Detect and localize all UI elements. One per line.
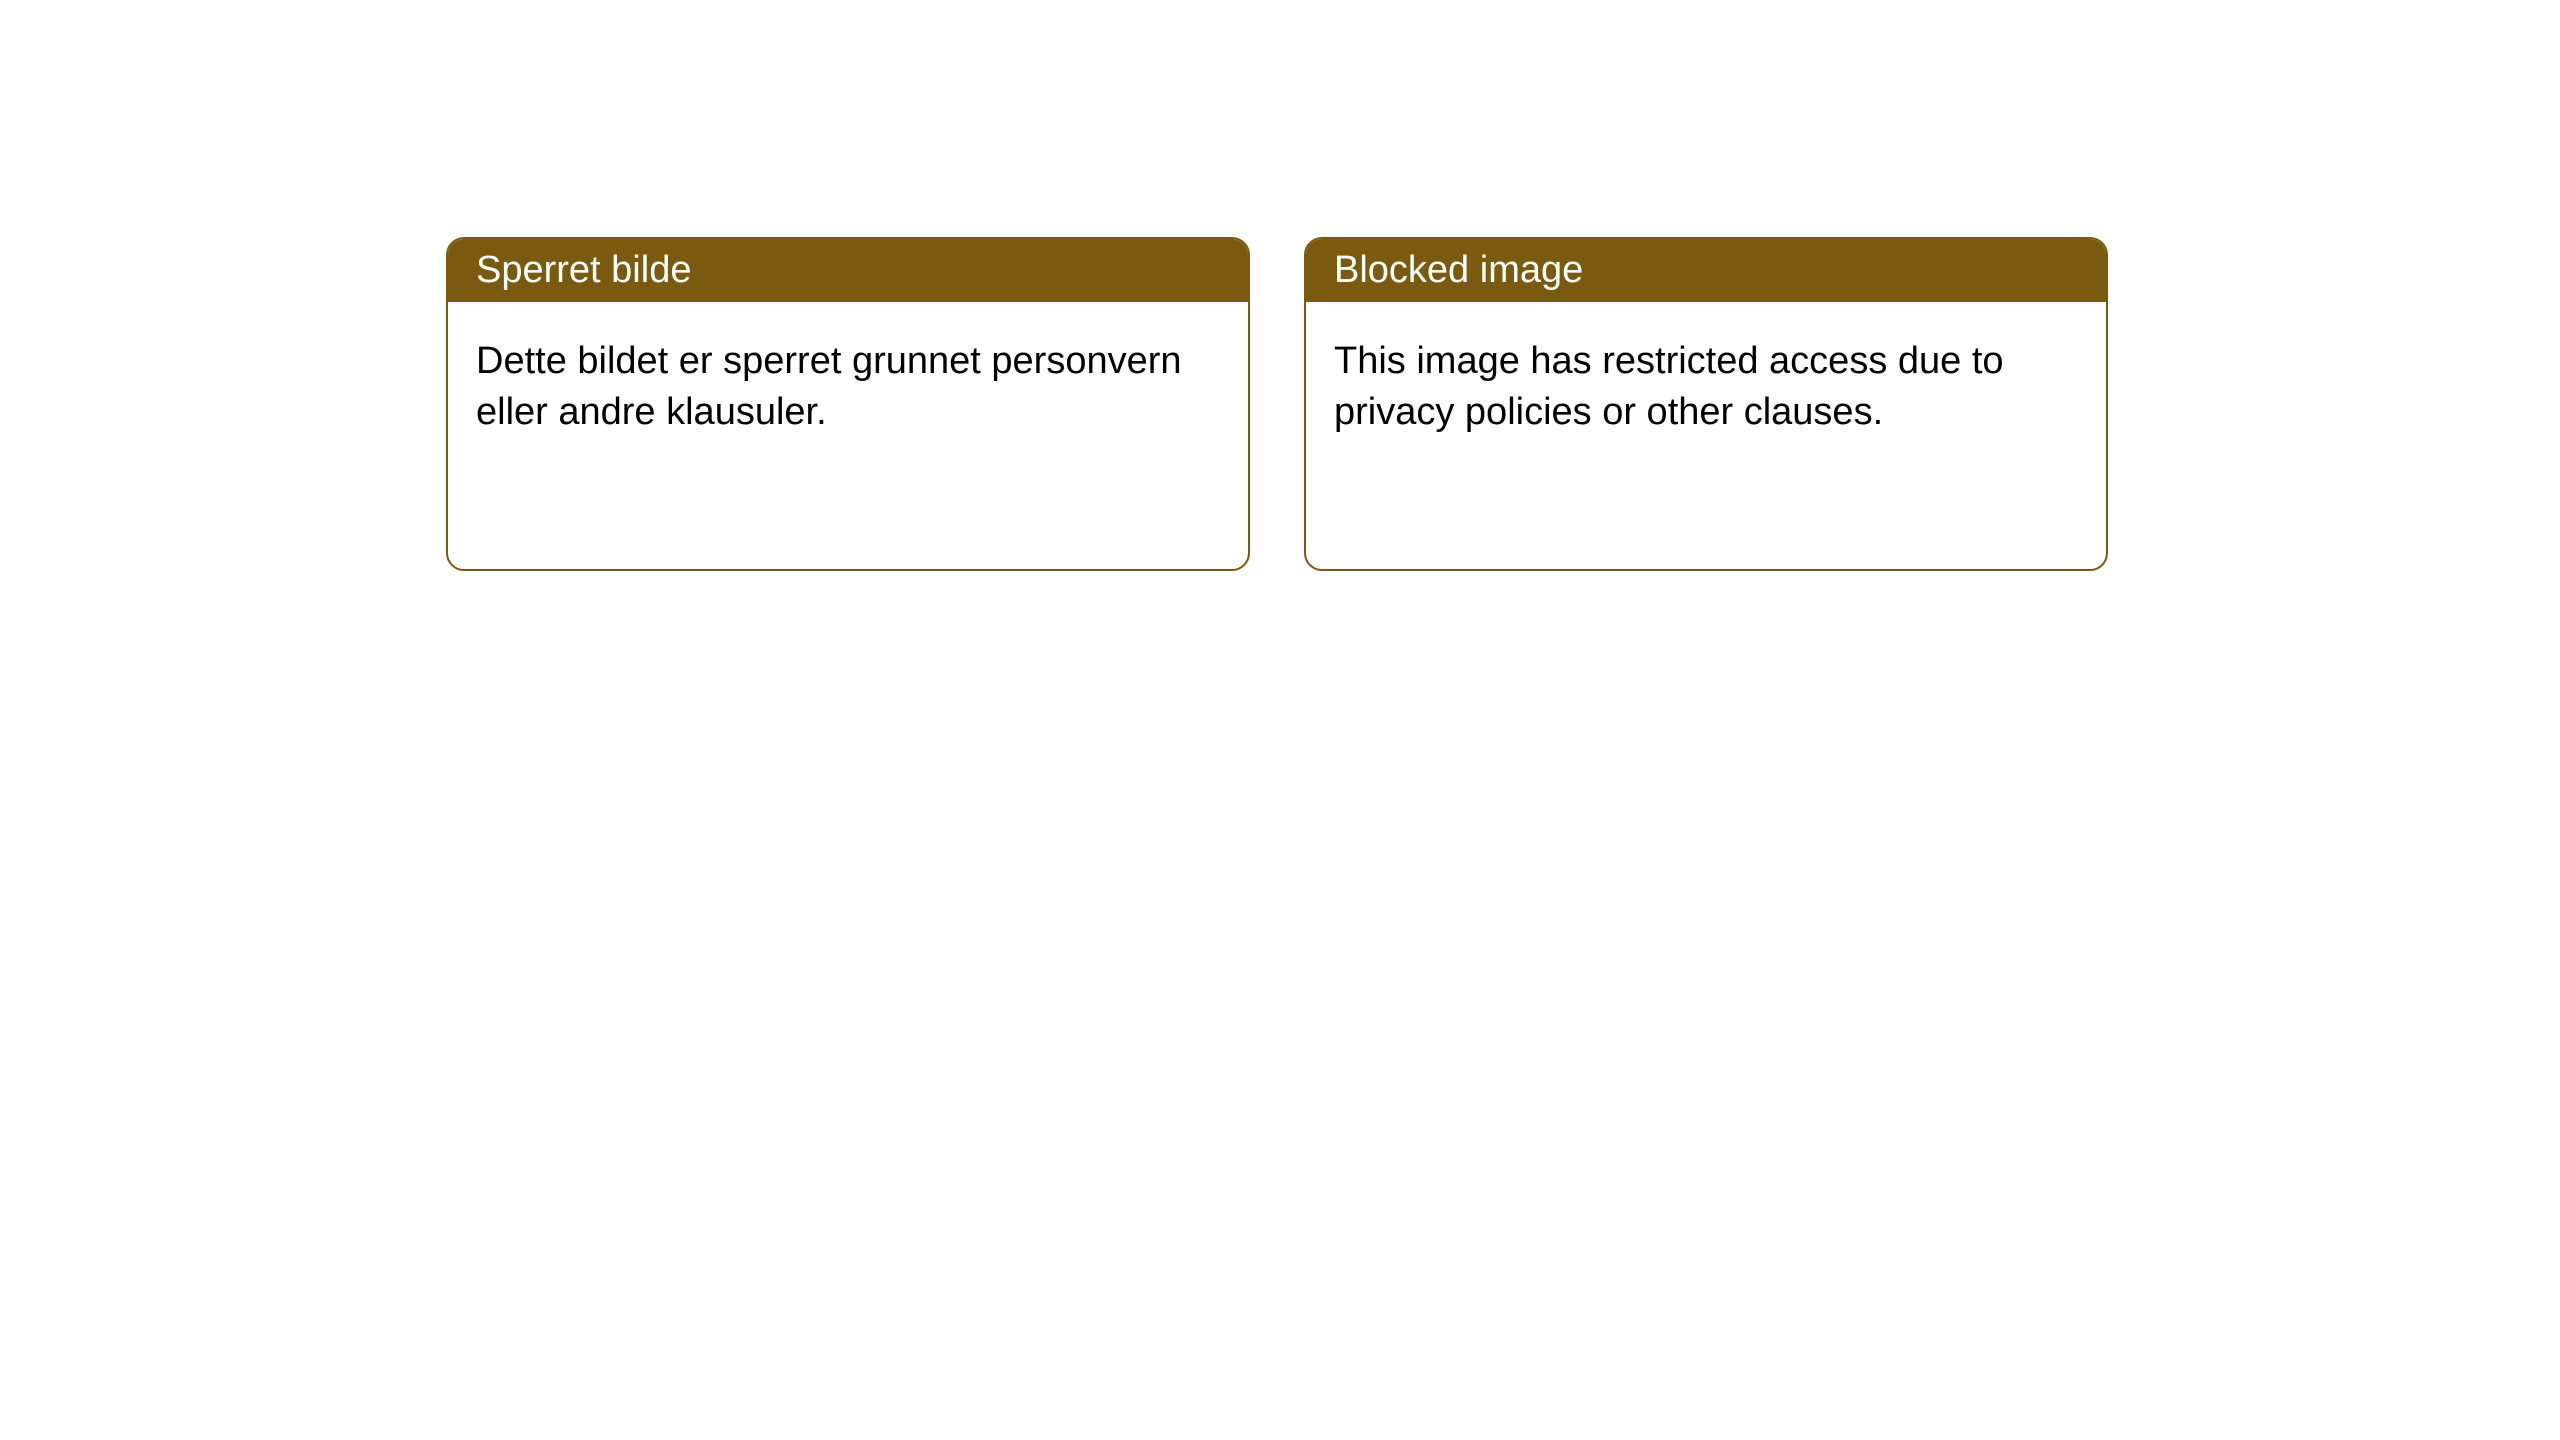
notice-body-norwegian: Dette bildet er sperret grunnet personve… — [448, 302, 1248, 473]
notice-title-english: Blocked image — [1306, 239, 2106, 302]
notice-container: Sperret bilde Dette bildet er sperret gr… — [0, 0, 2560, 571]
notice-card-norwegian: Sperret bilde Dette bildet er sperret gr… — [446, 237, 1250, 571]
notice-body-english: This image has restricted access due to … — [1306, 302, 2106, 473]
notice-card-english: Blocked image This image has restricted … — [1304, 237, 2108, 571]
notice-title-norwegian: Sperret bilde — [448, 239, 1248, 302]
